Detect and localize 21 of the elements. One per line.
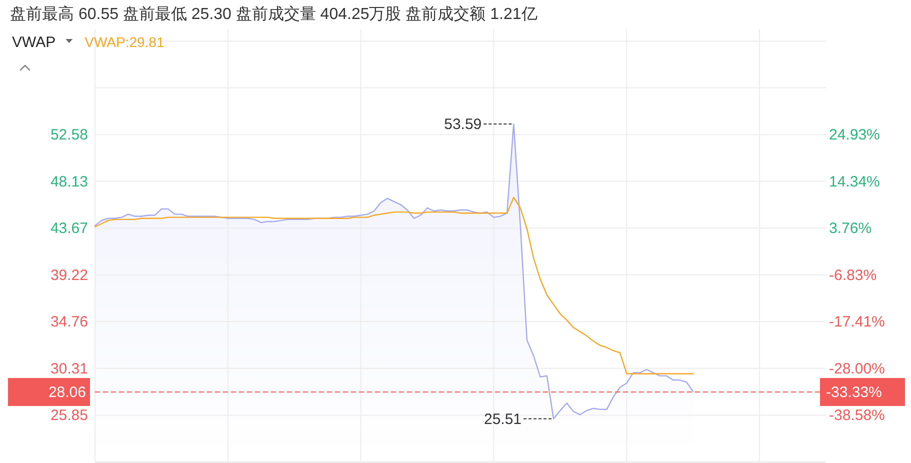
y-tick-label: 43.67 — [50, 220, 88, 238]
data-label: 25.51 — [484, 410, 522, 428]
y2-tick-label: -38.58% — [829, 407, 885, 424]
y-tick-label: 39.22 — [50, 266, 88, 284]
y-tick-label: 25.85 — [50, 407, 88, 424]
y2-tick-label: -17.41% — [829, 314, 885, 331]
ref-line-label: 28.06 — [48, 384, 86, 401]
text: VWAP — [12, 34, 56, 51]
y-tick-label: 30.31 — [50, 360, 88, 378]
annotation: -33.33% — [826, 384, 882, 401]
y2-tick-label: -6.83% — [829, 266, 877, 284]
y2-tick-label: 14.34% — [829, 173, 880, 190]
chart-title: 盘前最高 60.55 盘前最低 25.30 盘前成交量 404.25万股 盘前成交额 1.21亿 — [10, 5, 538, 23]
y2-tick-label: 3.76% — [829, 220, 872, 238]
y-tick-label: 34.76 — [50, 314, 88, 331]
y-tick-label: 48.13 — [50, 173, 88, 190]
y2-tick-label: 24.93% — [829, 126, 880, 144]
data-label: 53.59 — [444, 116, 482, 133]
y2-tick-label: -28.00% — [829, 360, 885, 378]
text: VWAP:29.81 — [84, 34, 164, 50]
y-tick-label: 52.58 — [50, 126, 88, 144]
